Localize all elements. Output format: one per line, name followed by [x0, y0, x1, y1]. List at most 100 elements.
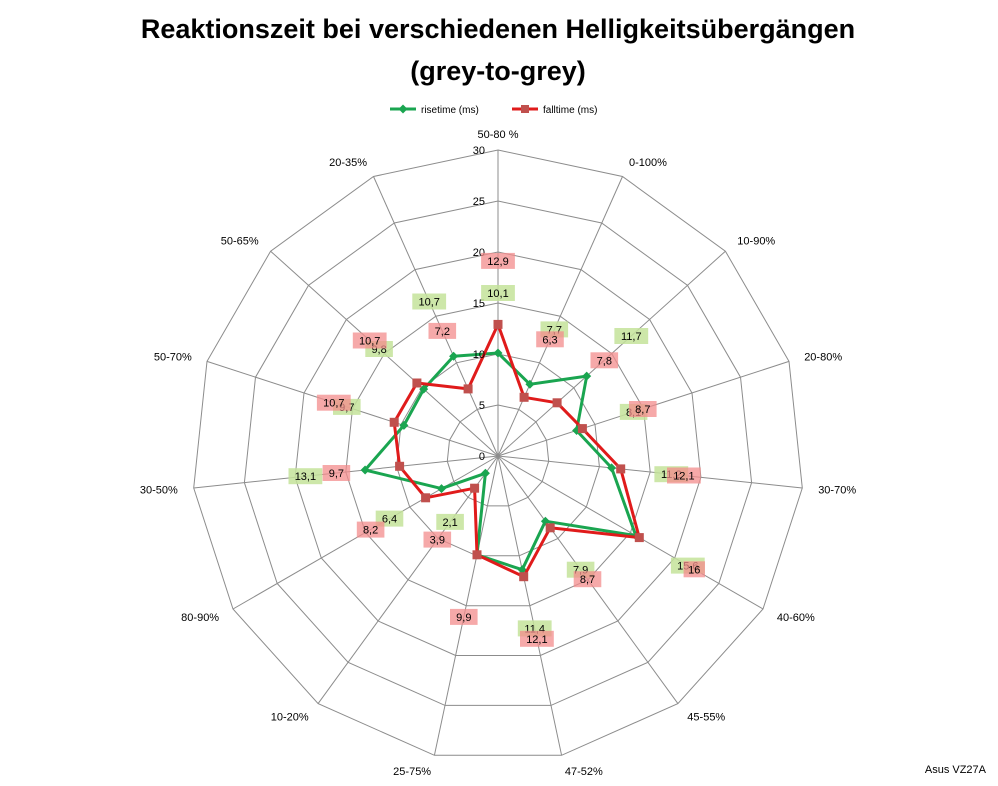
falltime-point — [412, 378, 422, 388]
risetime-point — [360, 465, 370, 475]
series-line-falltime — [392, 322, 641, 579]
falltime-point — [519, 392, 529, 402]
grid-ring — [193, 149, 803, 756]
risetime-point — [525, 379, 535, 389]
series-line-risetime — [363, 351, 638, 572]
risetime-point — [419, 384, 429, 394]
grid-ring — [243, 200, 753, 706]
falltime-data-label: 8,7 — [635, 404, 650, 416]
grid-spoke — [497, 455, 803, 489]
falltime-label-bg — [428, 322, 457, 339]
falltime-label-bg — [481, 252, 515, 269]
risetime-label-bg — [436, 513, 464, 530]
tick-label: 5 — [479, 400, 485, 412]
falltime-label-bg — [423, 531, 452, 548]
grid-spoke — [317, 455, 499, 704]
falltime-data-label: 10,7 — [323, 398, 344, 410]
axis-label: 50-65% — [221, 236, 259, 248]
risetime-point — [582, 371, 592, 381]
falltime-data-label: 12,1 — [673, 471, 694, 483]
chart-title-line-1: Reaktionszeit bei verschiedenen Helligke… — [141, 14, 855, 44]
grid-ring — [446, 404, 550, 507]
grid-spoke — [433, 455, 499, 756]
falltime-point — [395, 461, 405, 471]
risetime-point — [493, 348, 503, 358]
falltime-data-label: 6,3 — [542, 334, 557, 346]
axis-label: 20-35% — [329, 157, 367, 169]
risetime-data-label: 11,7 — [621, 331, 642, 343]
risetime-data-label: 13,1 — [295, 471, 316, 483]
falltime-point — [470, 483, 480, 493]
grid-spoke — [373, 176, 499, 457]
chart-title-line-2: (grey-to-grey) — [410, 56, 586, 86]
falltime-data-label: 7,2 — [435, 326, 450, 338]
legend-risetime-marker — [398, 104, 408, 114]
series-layer — [360, 319, 644, 582]
legend-risetime-label: risetime (ms) — [421, 105, 479, 116]
falltime-label-bg — [520, 630, 554, 647]
axis-label: 50-80 % — [478, 129, 519, 141]
falltime-point — [577, 424, 587, 434]
falltime-point — [463, 384, 473, 394]
axis-label: 10-20% — [271, 712, 309, 724]
falltime-point — [472, 550, 482, 560]
falltime-data-label: 12,1 — [526, 634, 547, 646]
footer-label: Asus VZ27A — [925, 764, 987, 776]
axis-labels: 50-80 % 0-100% 10-90% 20-80% 30-70% 40-60% 45-… — [140, 129, 856, 778]
falltime-label-bg — [683, 561, 705, 578]
grid-spoke — [497, 455, 764, 610]
falltime-data-label: 3,9 — [430, 535, 445, 547]
legend-falltime-label: falltime (ms) — [543, 105, 597, 116]
axis-label: 25-75% — [393, 766, 431, 778]
falltime-label-bg — [322, 465, 351, 481]
axis-label: 80-90% — [181, 612, 219, 624]
falltime-point — [519, 572, 529, 582]
risetime-label-bg — [412, 293, 447, 310]
radar-grid — [193, 149, 803, 756]
axis-label: 20-80% — [804, 352, 842, 364]
axis-label: 30-50% — [140, 485, 178, 497]
falltime-label-bg — [352, 332, 387, 349]
risetime-label-bg — [481, 285, 515, 301]
axis-label: 50-70% — [154, 352, 192, 364]
risetime-point — [607, 463, 617, 473]
tick-label: 10 — [473, 349, 485, 361]
falltime-data-label: 12,9 — [487, 256, 508, 268]
data-labels: 10,17,711,78,111,215,67,911,42,16,413,19… — [288, 252, 705, 647]
falltime-data-label: 9,9 — [456, 612, 471, 624]
risetime-label-bg — [288, 468, 323, 485]
falltime-data-label: 8,7 — [580, 574, 595, 586]
tick-label: 25 — [473, 196, 485, 208]
axis-label: 47-52% — [565, 766, 603, 778]
risetime-data-label: 6,4 — [382, 514, 397, 526]
grid-spoke — [497, 176, 623, 457]
falltime-data-label: 8,2 — [363, 525, 378, 537]
risetime-point — [399, 420, 409, 430]
axis-label: 30-70% — [818, 485, 856, 497]
falltime-point — [421, 493, 431, 503]
falltime-point — [493, 319, 503, 329]
falltime-point — [389, 417, 399, 427]
axis-label: 40-60% — [777, 612, 815, 624]
falltime-point — [616, 464, 626, 474]
risetime-data-label: 10,1 — [487, 288, 508, 300]
risetime-point — [517, 565, 527, 575]
falltime-point — [552, 398, 562, 408]
grid-ring — [396, 353, 600, 557]
axis-label: 10-90% — [737, 236, 775, 248]
falltime-data-label: 9,7 — [329, 468, 344, 480]
risetime-point — [480, 468, 490, 478]
grid-ring — [294, 251, 702, 656]
falltime-label-bg — [536, 331, 564, 348]
tick-label: 30 — [473, 145, 485, 157]
falltime-data-label: 7,8 — [597, 355, 612, 367]
falltime-data-label: 10,7 — [359, 336, 380, 348]
falltime-point — [545, 523, 555, 533]
falltime-label-bg — [667, 467, 701, 484]
axis-label: 45-55% — [687, 712, 725, 724]
tick-label: 0 — [479, 451, 485, 463]
axis-label: 0-100% — [629, 157, 667, 169]
legend: risetime (ms) falltime (ms) — [390, 104, 597, 116]
falltime-label-bg — [629, 401, 657, 417]
